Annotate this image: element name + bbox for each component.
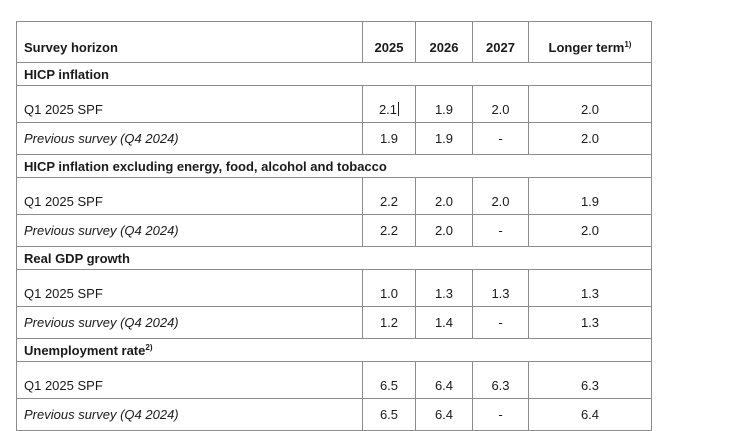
cell-2026: 1.9 [415, 85, 473, 123]
section-title: HICP inflation excluding energy, food, a… [16, 154, 652, 178]
table-row: Previous survey (Q4 2024) 1.9 1.9 - 2.0 [16, 122, 652, 155]
table-header-row: Survey horizon 2025 2026 2027 Longer ter… [16, 21, 652, 63]
cell-2027: 1.3 [472, 269, 529, 307]
section-real-gdp-growth: Real GDP growth [16, 246, 652, 270]
cell-2027: - [472, 398, 529, 431]
table-row: Previous survey (Q4 2024) 1.2 1.4 - 1.3 [16, 306, 652, 339]
section-title: Real GDP growth [16, 246, 652, 270]
section-hicp-core-inflation: HICP inflation excluding energy, food, a… [16, 154, 652, 178]
cell-2026: 2.0 [415, 214, 473, 247]
cell-longer-term: 1.3 [528, 269, 652, 307]
cell-2025: 2.2 [362, 214, 416, 247]
cell-2026: 6.4 [415, 361, 473, 399]
cell-2027: - [472, 122, 529, 155]
cell-2025: 6.5 [362, 361, 416, 399]
cell-2025: 1.0 [362, 269, 416, 307]
section-title-text: HICP inflation excluding energy, food, a… [24, 158, 387, 174]
section-title-text: Real GDP growth [24, 250, 130, 266]
cell-value: 2.1 [378, 102, 398, 117]
cell-2025[interactable]: 2.1 [362, 85, 416, 123]
row-label: Previous survey (Q4 2024) [16, 306, 363, 339]
spf-results-table: Survey horizon 2025 2026 2027 Longer ter… [16, 21, 652, 431]
header-longer-term: Longer term1) [528, 21, 652, 63]
cell-2026: 6.4 [415, 398, 473, 431]
section-title-text: HICP inflation [24, 66, 109, 82]
section-unemployment-rate: Unemployment rate2) [16, 338, 652, 362]
table-row: Q1 2025 SPF 2.2 2.0 2.0 1.9 [16, 177, 652, 215]
cell-longer-term: 1.3 [528, 306, 652, 339]
cell-longer-term: 2.0 [528, 85, 652, 123]
cell-longer-term: 6.4 [528, 398, 652, 431]
cell-2027: - [472, 306, 529, 339]
cell-2026: 1.9 [415, 122, 473, 155]
section-title: Unemployment rate2) [16, 338, 652, 362]
table-row: Q1 2025 SPF 1.0 1.3 1.3 1.3 [16, 269, 652, 307]
header-year-2027: 2027 [472, 21, 529, 63]
cell-2025: 1.2 [362, 306, 416, 339]
cell-2025: 1.9 [362, 122, 416, 155]
row-label: Q1 2025 SPF [16, 85, 363, 123]
row-label: Q1 2025 SPF [16, 269, 363, 307]
cell-2027: 2.0 [472, 85, 529, 123]
cell-longer-term: 2.0 [528, 122, 652, 155]
table-row: Q1 2025 SPF 2.1 1.9 2.0 2.0 [16, 85, 652, 123]
header-survey-horizon: Survey horizon [16, 21, 363, 63]
header-year-2025: 2025 [362, 21, 416, 63]
row-label: Q1 2025 SPF [16, 177, 363, 215]
cell-longer-term: 1.9 [528, 177, 652, 215]
section-hicp-inflation: HICP inflation [16, 62, 652, 86]
header-year-2026: 2026 [415, 21, 473, 63]
cell-2027: - [472, 214, 529, 247]
cell-2026: 1.4 [415, 306, 473, 339]
table-row: Previous survey (Q4 2024) 6.5 6.4 - 6.4 [16, 398, 652, 431]
cell-2025: 2.2 [362, 177, 416, 215]
section-title-text: Unemployment rate [24, 342, 146, 358]
text-cursor [398, 102, 400, 116]
row-label: Q1 2025 SPF [16, 361, 363, 399]
section-footnote: 2) [145, 342, 153, 352]
cell-2027: 2.0 [472, 177, 529, 215]
cell-2026: 2.0 [415, 177, 473, 215]
cell-longer-term: 6.3 [528, 361, 652, 399]
row-label: Previous survey (Q4 2024) [16, 398, 363, 431]
cell-2025: 6.5 [362, 398, 416, 431]
section-title: HICP inflation [16, 62, 652, 86]
table-row: Q1 2025 SPF 6.5 6.4 6.3 6.3 [16, 361, 652, 399]
row-label: Previous survey (Q4 2024) [16, 122, 363, 155]
cell-2026: 1.3 [415, 269, 473, 307]
header-longer-term-label: Longer term [548, 40, 625, 55]
header-longer-term-footnote: 1) [624, 40, 632, 49]
table-row: Previous survey (Q4 2024) 2.2 2.0 - 2.0 [16, 214, 652, 247]
row-label: Previous survey (Q4 2024) [16, 214, 363, 247]
cell-2027: 6.3 [472, 361, 529, 399]
cell-longer-term: 2.0 [528, 214, 652, 247]
